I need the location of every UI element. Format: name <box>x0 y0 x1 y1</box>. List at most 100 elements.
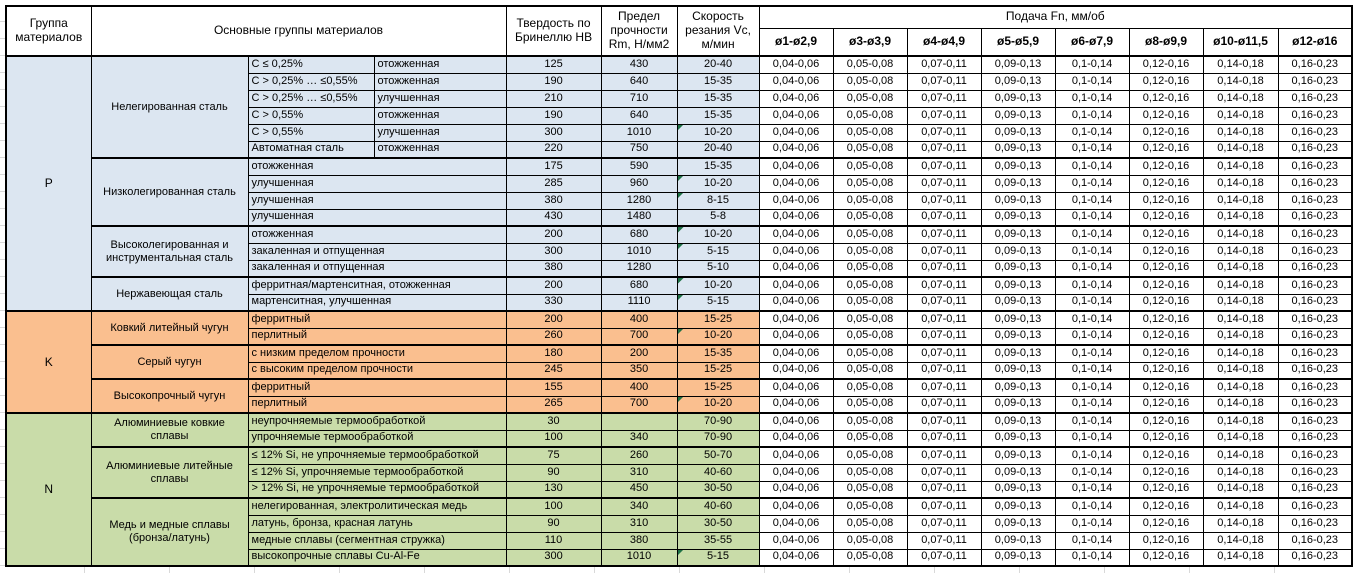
cutting-speed-cell[interactable]: 5-15 <box>676 548 760 567</box>
feed-cell[interactable]: 0,05-0,08 <box>832 395 908 414</box>
feed-cell[interactable]: 0,16-0,23 <box>1277 446 1353 465</box>
feed-cell[interactable]: 0,1-0,14 <box>1054 327 1130 346</box>
feed-cell[interactable]: 0,14-0,18 <box>1202 72 1279 91</box>
cutting-speed-cell[interactable]: 15-25 <box>676 310 760 329</box>
feed-cell[interactable]: 0,05-0,08 <box>832 208 908 227</box>
material-desc-cell[interactable]: C > 0,55% <box>247 106 375 125</box>
feed-cell[interactable]: 0,05-0,08 <box>832 140 908 159</box>
feed-cell[interactable]: 0,09-0,13 <box>980 429 1056 448</box>
feed-cell[interactable]: 0,07-0,11 <box>906 72 982 91</box>
strength-cell[interactable]: 640 <box>600 106 678 125</box>
feed-cell[interactable]: 0,12-0,16 <box>1128 361 1204 380</box>
feed-cell[interactable]: 0,09-0,13 <box>980 123 1056 142</box>
strength-cell[interactable]: 1110 <box>600 293 678 312</box>
hardness-cell[interactable]: 100 <box>505 429 602 448</box>
material-desc-cell[interactable]: Автоматная сталь <box>247 140 375 159</box>
feed-cell[interactable]: 0,09-0,13 <box>980 208 1056 227</box>
cutting-speed-cell[interactable]: 20-40 <box>676 55 760 74</box>
strength-cell[interactable]: 710 <box>600 89 678 108</box>
header-feed-d3[interactable]: ø4-ø4,9 <box>906 27 982 57</box>
feed-cell[interactable]: 0,09-0,13 <box>980 89 1056 108</box>
group-cell[interactable]: P <box>5 55 92 312</box>
feed-cell[interactable]: 0,16-0,23 <box>1277 429 1353 448</box>
feed-cell[interactable]: 0,16-0,23 <box>1277 276 1353 295</box>
hardness-cell[interactable]: 260 <box>505 327 602 346</box>
feed-cell[interactable]: 0,1-0,14 <box>1054 174 1130 193</box>
subgroup-cell[interactable]: Высокопрочный чугун <box>90 378 249 414</box>
feed-cell[interactable]: 0,14-0,18 <box>1202 395 1279 414</box>
feed-cell[interactable]: 0,05-0,08 <box>832 242 908 261</box>
feed-cell[interactable]: 0,1-0,14 <box>1054 191 1130 210</box>
feed-cell[interactable]: 0,04-0,06 <box>758 463 834 482</box>
feed-cell[interactable]: 0,07-0,11 <box>906 395 982 414</box>
material-desc-cell[interactable]: ферритный <box>247 378 507 397</box>
feed-cell[interactable]: 0,07-0,11 <box>906 89 982 108</box>
cutting-speed-cell[interactable]: 5-15 <box>676 293 760 312</box>
feed-cell[interactable]: 0,1-0,14 <box>1054 293 1130 312</box>
feed-cell[interactable]: 0,04-0,06 <box>758 531 834 550</box>
feed-cell[interactable]: 0,07-0,11 <box>906 531 982 550</box>
feed-cell[interactable]: 0,04-0,06 <box>758 208 834 227</box>
feed-cell[interactable]: 0,04-0,06 <box>758 106 834 125</box>
hardness-cell[interactable]: 30 <box>505 412 602 431</box>
feed-cell[interactable]: 0,12-0,16 <box>1128 208 1204 227</box>
feed-cell[interactable]: 0,16-0,23 <box>1277 463 1353 482</box>
feed-cell[interactable]: 0,12-0,16 <box>1128 259 1204 278</box>
material-desc-cell[interactable]: C > 0,55% <box>247 123 375 142</box>
feed-cell[interactable]: 0,14-0,18 <box>1202 259 1279 278</box>
cutting-speed-cell[interactable]: 35-55 <box>676 531 760 550</box>
feed-cell[interactable]: 0,14-0,18 <box>1202 310 1279 329</box>
hardness-cell[interactable]: 220 <box>505 140 602 159</box>
material-desc-cell[interactable]: ≤ 12% Si, не упрочняемые термообработкой <box>247 446 507 465</box>
cutting-speed-cell[interactable]: 15-35 <box>676 157 760 176</box>
feed-cell[interactable]: 0,07-0,11 <box>906 140 982 159</box>
feed-cell[interactable]: 0,12-0,16 <box>1128 174 1204 193</box>
header-feed-d6[interactable]: ø8-ø9,9 <box>1128 27 1204 57</box>
feed-cell[interactable]: 0,05-0,08 <box>832 225 908 244</box>
feed-cell[interactable]: 0,04-0,06 <box>758 242 834 261</box>
feed-cell[interactable]: 0,16-0,23 <box>1277 123 1353 142</box>
material-desc-cell[interactable]: перлитный <box>247 327 507 346</box>
feed-cell[interactable]: 0,16-0,23 <box>1277 480 1353 499</box>
material-desc-cell[interactable]: неупрочняемые термообработкой <box>247 412 507 431</box>
feed-cell[interactable]: 0,09-0,13 <box>980 480 1056 499</box>
cutting-speed-cell[interactable]: 5-15 <box>676 242 760 261</box>
feed-cell[interactable]: 0,09-0,13 <box>980 548 1056 567</box>
hardness-cell[interactable]: 330 <box>505 293 602 312</box>
feed-cell[interactable]: 0,16-0,23 <box>1277 55 1353 74</box>
feed-cell[interactable]: 0,16-0,23 <box>1277 72 1353 91</box>
material-state-cell[interactable]: отожженная <box>373 140 507 159</box>
feed-cell[interactable]: 0,09-0,13 <box>980 174 1056 193</box>
strength-cell[interactable]: 400 <box>600 310 678 329</box>
feed-cell[interactable]: 0,07-0,11 <box>906 548 982 567</box>
feed-cell[interactable]: 0,12-0,16 <box>1128 514 1204 533</box>
feed-cell[interactable]: 0,04-0,06 <box>758 514 834 533</box>
feed-cell[interactable]: 0,09-0,13 <box>980 497 1056 516</box>
subgroup-cell[interactable]: Серый чугун <box>90 344 249 380</box>
feed-cell[interactable]: 0,04-0,06 <box>758 548 834 567</box>
feed-cell[interactable]: 0,04-0,06 <box>758 72 834 91</box>
feed-cell[interactable]: 0,09-0,13 <box>980 293 1056 312</box>
header-feed-title[interactable]: Подача Fn, мм/об <box>758 5 1353 29</box>
strength-cell[interactable]: 1010 <box>600 548 678 567</box>
feed-cell[interactable]: 0,07-0,11 <box>906 191 982 210</box>
feed-cell[interactable]: 0,1-0,14 <box>1054 548 1130 567</box>
feed-cell[interactable]: 0,07-0,11 <box>906 361 982 380</box>
material-desc-cell[interactable]: > 12% Si, не упрочняемые термообработкой <box>247 480 507 499</box>
feed-cell[interactable]: 0,09-0,13 <box>980 191 1056 210</box>
feed-cell[interactable]: 0,04-0,06 <box>758 395 834 414</box>
hardness-cell[interactable]: 300 <box>505 123 602 142</box>
feed-cell[interactable]: 0,12-0,16 <box>1128 140 1204 159</box>
feed-cell[interactable]: 0,04-0,06 <box>758 412 834 431</box>
feed-cell[interactable]: 0,04-0,06 <box>758 191 834 210</box>
feed-cell[interactable]: 0,07-0,11 <box>906 429 982 448</box>
hardness-cell[interactable]: 190 <box>505 72 602 91</box>
feed-cell[interactable]: 0,09-0,13 <box>980 157 1056 176</box>
group-cell[interactable]: K <box>5 310 92 414</box>
feed-cell[interactable]: 0,09-0,13 <box>980 446 1056 465</box>
strength-cell[interactable]: 1280 <box>600 259 678 278</box>
header-main-groups[interactable]: Основные группы материалов <box>90 5 507 57</box>
feed-cell[interactable]: 0,16-0,23 <box>1277 395 1353 414</box>
hardness-cell[interactable]: 245 <box>505 361 602 380</box>
feed-cell[interactable]: 0,07-0,11 <box>906 157 982 176</box>
